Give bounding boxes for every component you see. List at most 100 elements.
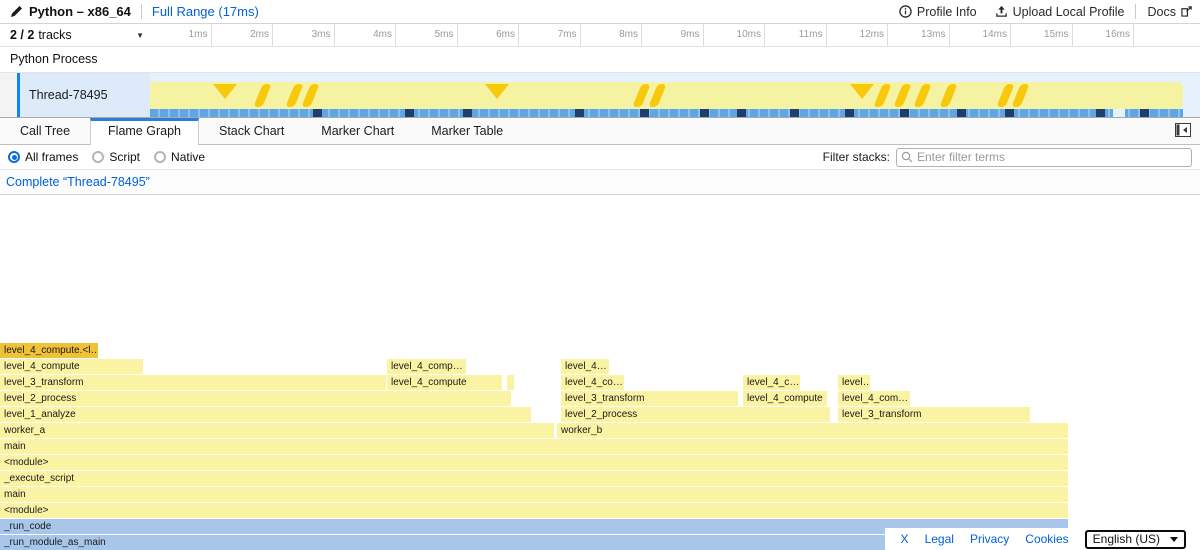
chevron-down-icon: ▼ [136, 30, 144, 40]
sample-dark-segment [790, 109, 799, 117]
footer-link-x[interactable]: X [900, 532, 909, 546]
flame-block[interactable]: <module> [0, 455, 1068, 470]
sample-dark-segment [737, 109, 746, 117]
language-select[interactable]: English (US) [1084, 529, 1186, 549]
flame-block[interactable]: level_4_co… [561, 375, 624, 390]
flame-block[interactable]: level… [838, 375, 870, 390]
marker-slash[interactable] [939, 84, 958, 107]
tab-marker-table[interactable]: Marker Table [431, 124, 504, 138]
flame-block[interactable]: level_4… [561, 359, 609, 374]
flame-block[interactable]: level_2_process [0, 391, 511, 406]
filter-stacks-input[interactable] [917, 150, 1187, 164]
flame-block[interactable]: level_4_compute.<l… [0, 343, 98, 358]
marker-slash[interactable] [632, 84, 651, 107]
selected-track-accent [17, 73, 20, 117]
flame-block[interactable]: level_4_c… [743, 375, 800, 390]
sample-gap [1113, 109, 1125, 117]
sample-dark-segment [405, 109, 414, 117]
marker-triangle[interactable] [485, 84, 509, 99]
ruler-tick: 6ms [458, 24, 519, 46]
marker-slash[interactable] [893, 84, 912, 107]
marker-slash[interactable] [873, 84, 892, 107]
flame-block[interactable]: worker_b [557, 423, 1068, 438]
radio-label: All frames [25, 150, 79, 164]
thread-track-content[interactable] [150, 73, 1200, 117]
marker-slash[interactable] [913, 84, 932, 107]
ruler-tick: 11ms [765, 24, 827, 46]
flame-graph[interactable]: level_4_compute.<l… level_4_compute level_… [0, 195, 1200, 550]
marker-slash[interactable] [301, 84, 320, 107]
flame-block[interactable]: level_1_analyze [0, 407, 531, 422]
marker-triangle[interactable] [850, 84, 874, 99]
breadcrumb-complete-thread[interactable]: Complete “Thread-78495” [6, 175, 150, 189]
ruler-tick: 14ms [950, 24, 1011, 46]
flame-block[interactable]: main [0, 439, 1068, 454]
flame-block[interactable]: level_2_process [561, 407, 830, 422]
flame-block[interactable]: level_3_transform [561, 391, 738, 406]
divider [1134, 4, 1136, 19]
flame-block[interactable]: main [0, 487, 1068, 502]
upload-icon [995, 5, 1007, 17]
tracks-count: 2 / 2 [10, 28, 35, 42]
track-thread[interactable]: Thread-78495 [0, 73, 1200, 118]
ruler-tick: 3ms [273, 24, 335, 46]
ruler-tick: 9ms [642, 24, 704, 46]
flame-block[interactable]: <module> [0, 503, 1068, 518]
flame-block[interactable]: level_4_compute [0, 359, 143, 374]
chevron-down-icon [1170, 536, 1178, 542]
ruler-tick: 2ms [212, 24, 273, 46]
tracks-label: tracks [38, 28, 72, 42]
sidebar-toggle-icon[interactable] [1175, 123, 1191, 137]
footer-link-legal[interactable]: Legal [924, 532, 954, 546]
flame-block[interactable]: level_4_compute [743, 391, 827, 406]
ruler-tick: 16ms [1073, 24, 1134, 46]
flame-block[interactable]: _run_module_as_main [0, 535, 1068, 550]
flame-block[interactable]: level_3_transform [0, 375, 386, 390]
flame-block[interactable]: level_4_compute [387, 375, 502, 390]
timeline-ruler[interactable]: 1ms 2ms 3ms 4ms 5ms 6ms 7ms 8ms 9ms 10ms 11ms 12ms 1… [150, 24, 1200, 46]
filter-stacks-label: Filter stacks: [822, 150, 890, 164]
sample-dark-segment [463, 109, 472, 117]
timeline-header: 2 / 2 tracks ▼ 1ms 2ms 3ms 4ms 5ms 6ms 7ms 8ms 9… [0, 24, 1200, 47]
sample-dark-segment [845, 109, 854, 117]
full-range-button[interactable]: Full Range (17ms) [151, 4, 259, 19]
tab-marker-chart[interactable]: Marker Chart [321, 124, 395, 138]
upload-profile-button[interactable]: Upload Local Profile [995, 5, 1125, 19]
flame-block[interactable] [507, 375, 514, 390]
tracks-dropdown[interactable]: 2 / 2 tracks ▼ [0, 24, 150, 46]
radio-script[interactable]: Script [92, 150, 140, 164]
tab-call-tree[interactable]: Call Tree [20, 124, 71, 138]
flame-block[interactable]: level_4_comp… [387, 359, 466, 374]
footer-link-cookies[interactable]: Cookies [1025, 532, 1069, 546]
flame-block[interactable]: _execute_script [0, 471, 1068, 486]
tab-flame-graph[interactable]: Flame Graph [90, 118, 199, 145]
ruler-tick: 1ms [150, 24, 212, 46]
footer: X Legal Privacy Cookies English (US) [884, 528, 1200, 550]
tab-stack-chart[interactable]: Stack Chart [218, 124, 285, 138]
marker-slash[interactable] [1011, 84, 1030, 107]
track-python-process[interactable]: Python Process [0, 47, 1200, 73]
marker-slash[interactable] [285, 84, 304, 107]
sample-dark-segment [957, 109, 966, 117]
radio-dot [8, 151, 20, 163]
marker-triangle[interactable] [213, 84, 237, 99]
sample-dark-segment [640, 109, 649, 117]
docs-link[interactable]: Docs [1148, 5, 1192, 19]
flame-toolbar: All frames Script Native Filter stacks: [0, 145, 1200, 170]
flame-block[interactable]: worker_a [0, 423, 554, 438]
sample-dark-segment [900, 109, 909, 117]
radio-native[interactable]: Native [154, 150, 205, 164]
radio-all-frames[interactable]: All frames [8, 150, 78, 164]
marker-slash[interactable] [648, 84, 667, 107]
flame-block[interactable]: level_3_transform [838, 407, 1030, 422]
footer-link-privacy[interactable]: Privacy [969, 532, 1010, 546]
panel-tab-bar: Call Tree Flame Graph Stack Chart Marker Ch… [0, 118, 1200, 145]
flame-block[interactable]: _run_code [0, 519, 1068, 534]
flame-block[interactable]: level_4_com… [838, 391, 910, 406]
marker-slash[interactable] [253, 84, 272, 107]
radio-label: Native [171, 150, 206, 164]
sample-activity-bar[interactable] [150, 109, 1183, 117]
pencil-icon [11, 6, 22, 17]
profile-info-button[interactable]: Profile Info [899, 5, 977, 19]
marker-band[interactable] [150, 82, 1183, 109]
